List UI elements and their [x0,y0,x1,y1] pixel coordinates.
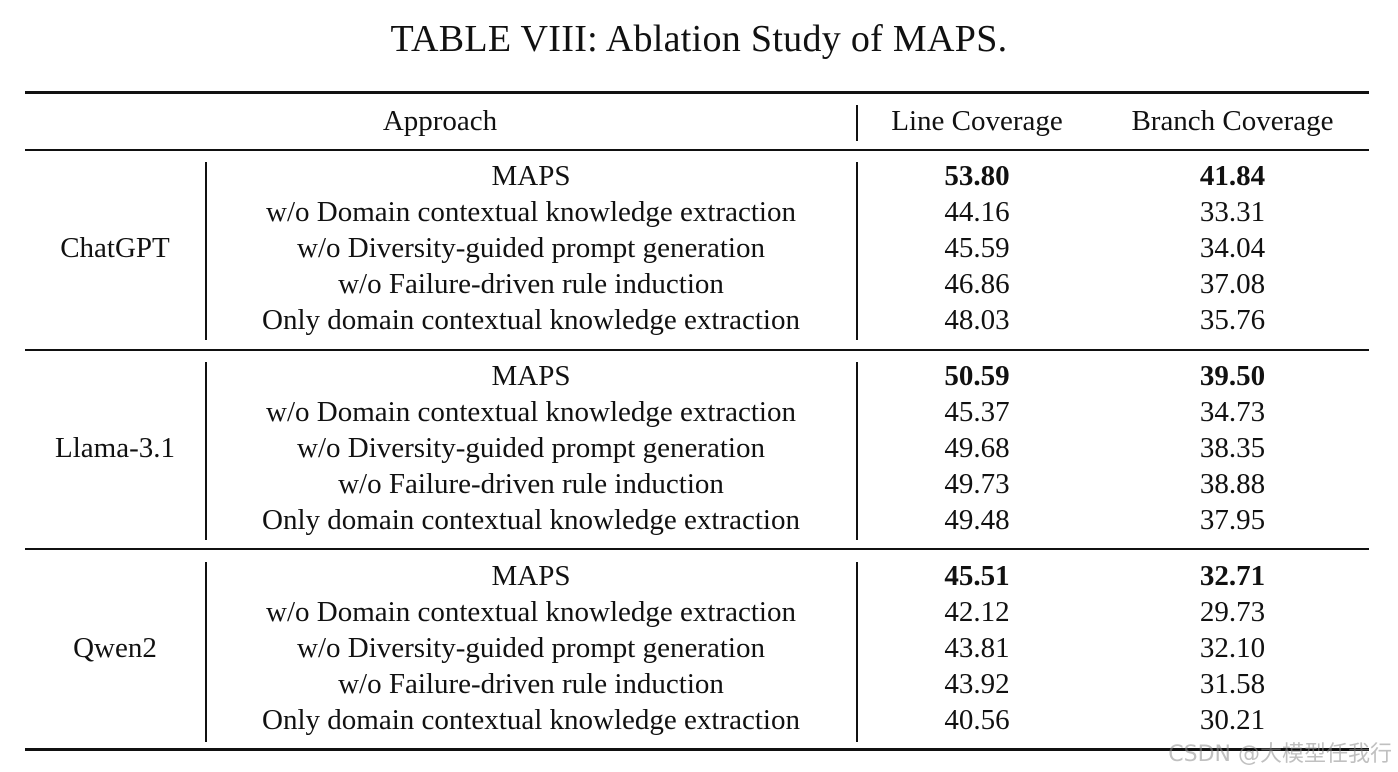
approach-cell: Only domain contextual knowledge extract… [262,304,800,336]
line-coverage-cell: 49.68 [944,432,1010,464]
line-coverage-cell: 45.37 [944,396,1010,428]
approach-cell: Only domain contextual knowledge extract… [262,504,800,536]
approach-cell: MAPS [491,560,571,592]
model-divider-2 [205,362,207,540]
approach-cell: w/o Domain contextual knowledge extracti… [266,596,796,628]
branch-coverage-cell: 35.76 [1199,304,1266,336]
line-coverage-cell: 40.56 [944,704,1010,736]
branch-coverage-cell: 30.21 [1199,704,1266,736]
approach-cell: w/o Domain contextual knowledge extracti… [266,196,796,228]
line-coverage-cell: 45.59 [944,232,1010,264]
branch-coverage-cell: 37.08 [1199,268,1266,300]
header-branch-coverage: Branch Coverage [1131,105,1334,137]
header-divider [856,105,858,141]
approach-cell: Only domain contextual knowledge extract… [262,704,800,736]
top-rule [25,91,1369,94]
branch-coverage-cell: 29.73 [1199,596,1266,628]
branch-coverage-cell: 41.84 [1199,160,1266,192]
bottom-rule [25,748,1369,751]
line-coverage-cell: 43.81 [944,632,1010,664]
approach-cell: w/o Domain contextual knowledge extracti… [266,396,796,428]
approach-cell: MAPS [491,160,571,192]
model-label: ChatGPT [60,232,170,264]
model-divider-1 [205,162,207,340]
line-coverage-cell: 45.51 [944,560,1010,592]
approach-cell: w/o Failure-driven rule induction [338,668,724,700]
line-coverage-cell: 49.48 [944,504,1010,536]
value-divider-3 [856,562,858,742]
approach-cell: w/o Failure-driven rule induction [338,268,724,300]
line-coverage-cell: 53.80 [944,160,1010,192]
line-coverage-cell: 42.12 [944,596,1010,628]
header-rule [25,149,1369,151]
table-caption: TABLE VIII: Ablation Study of MAPS. [390,18,1008,60]
branch-coverage-cell: 34.04 [1199,232,1266,264]
line-coverage-cell: 44.16 [944,196,1010,228]
line-coverage-cell: 43.92 [944,668,1010,700]
group-rule-2 [25,548,1369,550]
branch-coverage-cell: 31.58 [1199,668,1266,700]
approach-cell: w/o Diversity-guided prompt generation [297,632,765,664]
value-divider-2 [856,362,858,540]
line-coverage-cell: 49.73 [944,468,1010,500]
approach-cell: w/o Diversity-guided prompt generation [297,432,765,464]
branch-coverage-cell: 39.50 [1199,360,1266,392]
branch-coverage-cell: 32.10 [1199,632,1266,664]
branch-coverage-cell: 34.73 [1199,396,1266,428]
approach-cell: MAPS [491,360,571,392]
branch-coverage-cell: 37.95 [1199,504,1266,536]
group-rule-1 [25,349,1369,351]
line-coverage-cell: 48.03 [944,304,1010,336]
branch-coverage-cell: 32.71 [1199,560,1266,592]
model-label: Llama-3.1 [55,432,175,464]
line-coverage-cell: 46.86 [944,268,1010,300]
branch-coverage-cell: 33.31 [1199,196,1266,228]
approach-cell: w/o Failure-driven rule induction [338,468,724,500]
value-divider-1 [856,162,858,340]
approach-cell: w/o Diversity-guided prompt generation [297,232,765,264]
branch-coverage-cell: 38.35 [1199,432,1266,464]
watermark: CSDN @大模型任我行 [1168,742,1392,767]
branch-coverage-cell: 38.88 [1199,468,1266,500]
line-coverage-cell: 50.59 [944,360,1010,392]
header-approach: Approach [382,105,498,137]
model-divider-3 [205,562,207,742]
header-line-coverage: Line Coverage [891,105,1063,137]
model-label: Qwen2 [73,632,157,664]
